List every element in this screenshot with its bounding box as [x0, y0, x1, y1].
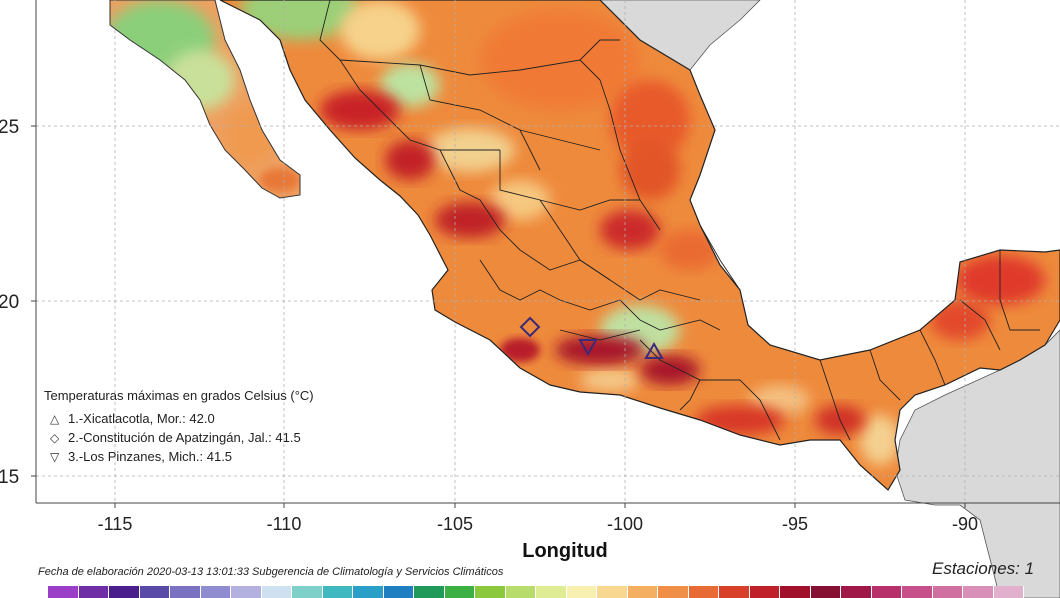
color-swatch	[200, 586, 231, 598]
color-swatch	[780, 586, 811, 598]
caribbean-land	[894, 329, 1060, 598]
x-tick-115: -115	[98, 514, 133, 534]
color-swatch	[902, 586, 933, 598]
color-swatch	[719, 586, 750, 598]
color-swatch	[627, 586, 658, 598]
color-swatch	[109, 586, 140, 598]
color-swatch	[963, 586, 994, 598]
x-tick-105: -105	[437, 514, 473, 534]
color-swatch	[170, 586, 201, 598]
triangle-up-icon: △	[50, 411, 60, 426]
color-swatch	[658, 586, 689, 598]
color-swatch	[841, 586, 872, 598]
gridlines	[36, 0, 1060, 503]
legend: Temperaturas máximas en grados Celsius (…	[44, 388, 424, 466]
x-axis-label: Longitud	[522, 540, 608, 562]
color-swatch	[810, 586, 841, 598]
color-swatch	[871, 586, 902, 598]
color-swatch	[48, 586, 79, 598]
color-swatch	[78, 586, 109, 598]
color-swatch	[444, 586, 475, 598]
color-swatch	[383, 586, 414, 598]
y-tick-25: 25	[0, 117, 19, 138]
legend-item: ◇ 2.-Constitución de Apatzingán, Jal.: 4…	[44, 428, 424, 447]
y-tick-20: 20	[0, 292, 19, 313]
marker-xicatlacotla	[644, 341, 664, 359]
color-swatch	[597, 586, 628, 598]
state-borders	[319, 0, 1040, 441]
color-swatch	[139, 586, 170, 598]
color-swatch	[292, 586, 323, 598]
triangle-down-icon: ▽	[50, 449, 60, 464]
stations-count: Estaciones: 1	[932, 559, 1035, 578]
color-swatch	[261, 586, 292, 598]
legend-title: Temperaturas máximas en grados Celsius (…	[44, 388, 314, 403]
color-swatch	[993, 586, 1024, 598]
legend-item: ▽ 3.-Los Pinzanes, Mich.: 41.5	[44, 447, 424, 466]
color-swatch	[414, 586, 445, 598]
color-swatch	[353, 586, 384, 598]
color-swatch	[566, 586, 597, 598]
marker-apatzingan	[519, 316, 541, 338]
station-markers	[519, 316, 664, 359]
color-swatch	[231, 586, 262, 598]
color-swatch	[536, 586, 567, 598]
date-line: Fecha de elaboración 2020-03-13 13:01:33…	[38, 566, 504, 578]
x-tick-110: -110	[267, 514, 302, 534]
legend-item-label: 2.-Constitución de Apatzingán, Jal.: 41.…	[68, 430, 301, 445]
legend-item: △ 1.-Xicatlacotla, Mor.: 42.0	[44, 409, 424, 428]
color-scale-bar	[48, 586, 1024, 598]
legend-item-label: 3.-Los Pinzanes, Mich.: 41.5	[68, 449, 233, 464]
x-tick-90: -90	[952, 514, 978, 534]
color-swatch	[505, 586, 536, 598]
color-swatch	[322, 586, 353, 598]
legend-item-label: 1.-Xicatlacotla, Mor.: 42.0	[68, 411, 215, 426]
diamond-icon: ◇	[50, 430, 60, 445]
color-swatch	[475, 586, 506, 598]
y-tick-15: 15	[0, 467, 19, 488]
marker-pinzanes	[578, 339, 598, 357]
color-swatch	[932, 586, 963, 598]
x-tick-95: -95	[782, 514, 808, 534]
x-tick-100: -100	[607, 514, 643, 534]
color-swatch	[749, 586, 780, 598]
color-swatch	[688, 586, 719, 598]
